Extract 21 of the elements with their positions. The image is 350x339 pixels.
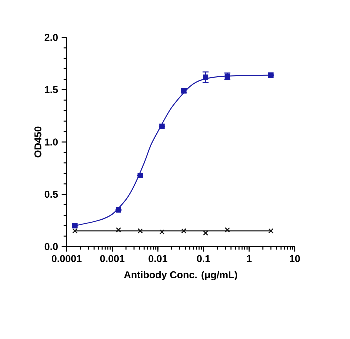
x-tick-label: 0.01: [148, 255, 168, 262]
point: [160, 124, 165, 130]
y-tick-label: 0.5: [44, 191, 58, 198]
point: [224, 228, 230, 233]
y-tick-label: 1.0: [45, 138, 58, 146]
x-tick-label: 10: [290, 255, 300, 262]
y-axis-title: OD450: [34, 126, 42, 158]
x-tick-label: 0.1: [197, 255, 210, 262]
x-tick-label: 0.001: [100, 255, 125, 262]
point: [203, 230, 208, 236]
y-tick-label: 1.5: [45, 86, 58, 94]
x-tick-label: 0.0001: [52, 255, 82, 262]
point: [203, 74, 209, 80]
point: [181, 228, 187, 234]
point: [116, 228, 122, 233]
x-tick-label: 1: [247, 255, 252, 262]
x-axis-title: Antibody Conc. (μg/mL): [124, 271, 238, 281]
point: [138, 228, 144, 234]
y-tick-label: 0.0: [44, 243, 58, 250]
point: [160, 230, 165, 235]
y-tick-label: 2.0: [44, 34, 58, 42]
